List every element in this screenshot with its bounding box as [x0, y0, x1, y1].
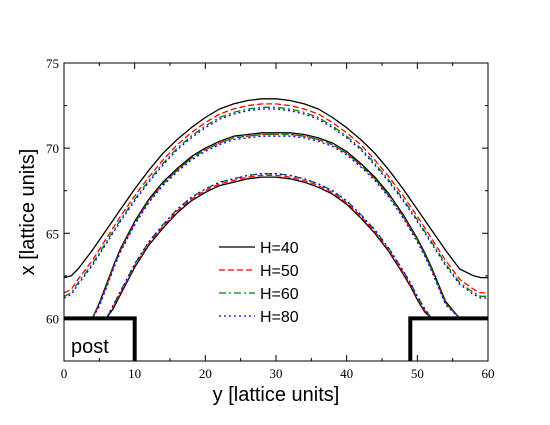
series-line-h60-inner	[64, 173, 488, 320]
y-axis-title: x [lattice units]	[17, 149, 39, 276]
legend-label: H=80	[260, 309, 299, 326]
y-tick-label: 75	[46, 56, 59, 71]
x-tick-label: 50	[411, 366, 424, 381]
series-line-h80-middle	[64, 135, 488, 320]
legend: H=40 H=50 H=60 H=80	[219, 240, 299, 326]
series-line-h50-inner	[64, 174, 488, 320]
y-tick-label: 70	[46, 141, 59, 156]
x-tick-label: 60	[482, 366, 495, 381]
post-wall-1	[64, 316, 137, 361]
x-tick-label: 0	[61, 366, 68, 381]
x-axis-title: y [lattice units]	[213, 384, 340, 406]
post-layer	[64, 316, 488, 361]
series-line-h40-middle	[64, 132, 488, 320]
series-line-h40-inner	[64, 176, 488, 320]
legend-label: H=40	[260, 240, 299, 257]
tick-layer: 0 10 20 30 40 50 60 60 65 70 75	[46, 56, 495, 381]
y-tick-label: 65	[46, 226, 59, 241]
post-annotation: post	[71, 336, 109, 358]
x-tick-label: 30	[270, 366, 283, 381]
series-line-h50-outer	[64, 103, 488, 294]
post-wall-2	[408, 316, 488, 361]
legend-label: H=60	[260, 286, 299, 303]
x-tick-label: 10	[128, 366, 141, 381]
series-line-h60-middle	[64, 133, 488, 320]
series-line-h40-outer	[64, 98, 488, 279]
x-tick-label: 20	[199, 366, 212, 381]
y-tick-label: 60	[46, 311, 59, 326]
legend-label: H=50	[260, 263, 299, 280]
x-tick-label: 40	[340, 366, 353, 381]
series-layer	[64, 98, 488, 320]
